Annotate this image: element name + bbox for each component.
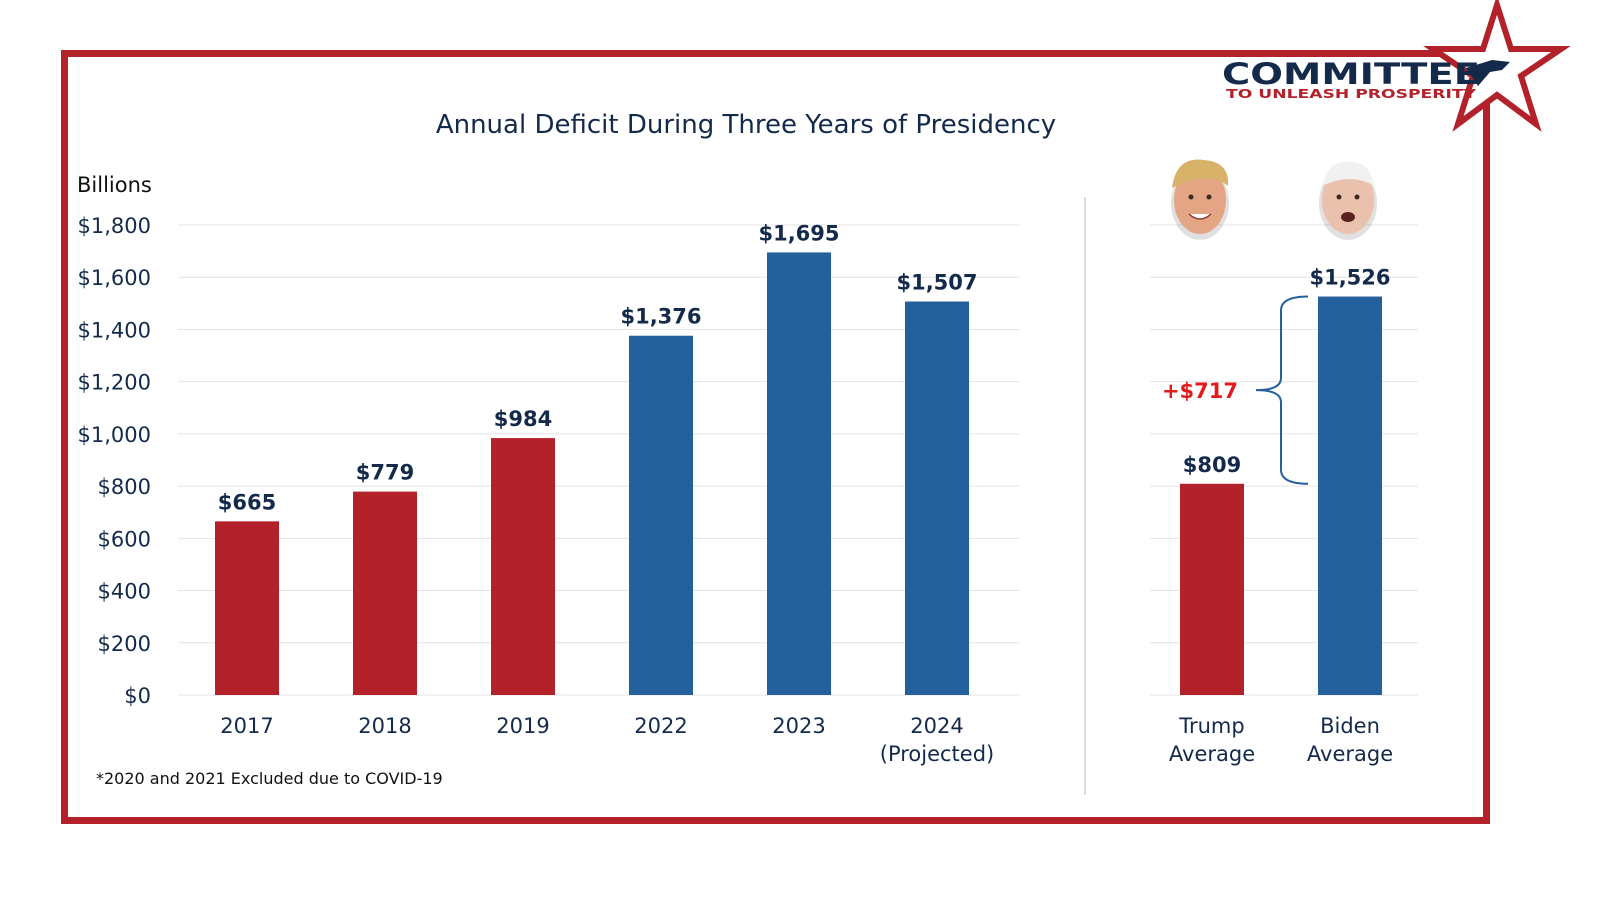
y-tick-label: $1,400 xyxy=(78,318,151,342)
logo-title: COMMITTEE xyxy=(1222,57,1480,91)
chart-title: Annual Deficit During Three Years of Pre… xyxy=(436,110,1056,140)
x-tick-label: 2024 xyxy=(910,714,963,738)
y-tick-label: $600 xyxy=(98,527,151,551)
y-tick-label: $800 xyxy=(98,475,151,499)
x-tick-label: 2023 xyxy=(772,714,825,738)
y-tick-label: $1,200 xyxy=(78,371,151,395)
y-tick-label: $1,000 xyxy=(78,423,151,447)
y-tick-label: $1,600 xyxy=(78,266,151,290)
category-labels: 2017 2018 2019 2022 2023 2024 (Projected) Trump… xyxy=(220,714,1393,766)
portrait-hair xyxy=(1322,161,1374,186)
eagle-head-icon xyxy=(1466,60,1510,86)
trump-portrait-icon xyxy=(1171,159,1229,240)
portrait-hair xyxy=(1172,159,1229,188)
bar xyxy=(1318,296,1382,695)
difference-label: +$717 xyxy=(1162,379,1238,403)
portrait-mouth xyxy=(1341,212,1355,222)
y-tick-label: $1,800 xyxy=(78,214,151,238)
bar xyxy=(629,335,693,695)
data-label: $1,695 xyxy=(758,221,839,245)
x-tick-label: Biden xyxy=(1320,714,1380,738)
portrait-eye xyxy=(1188,194,1194,200)
portrait-eye xyxy=(1354,194,1360,200)
logo: COMMITTEE TO UNLEASH PROSPERITY xyxy=(1222,0,1571,132)
y-axis: $0 $200 $400 $600 $800 $1,000 $1,200 $1,400 $1,6… xyxy=(78,214,151,708)
portrait-eye xyxy=(1336,194,1342,200)
portrait-mouth xyxy=(1188,213,1212,220)
footnote: *2020 and 2021 Excluded due to COVID-19 xyxy=(96,769,443,788)
bar xyxy=(1180,483,1244,695)
bar xyxy=(767,252,831,695)
y-tick-label: $400 xyxy=(98,580,151,604)
difference-annotation: +$717 xyxy=(1162,295,1309,485)
x-tick-label: 2022 xyxy=(634,714,687,738)
y-tick-label: $0 xyxy=(124,684,151,708)
bar xyxy=(905,301,969,695)
bar xyxy=(491,438,555,695)
portrait-eye xyxy=(1206,194,1212,200)
portrait-face xyxy=(1322,166,1374,234)
data-label: $665 xyxy=(218,490,276,514)
data-label: $984 xyxy=(494,407,552,431)
data-label: $809 xyxy=(1183,453,1241,477)
x-tick-label: (Projected) xyxy=(880,742,995,766)
data-labels: $665 $779 $984 $1,376 $1,695 $1,507 $809 $1,526 xyxy=(218,221,1391,514)
brace-icon xyxy=(1255,295,1309,485)
bar xyxy=(353,491,417,695)
data-label: $779 xyxy=(356,461,414,485)
data-label: $1,507 xyxy=(896,271,977,295)
biden-portrait-icon xyxy=(1319,161,1377,240)
x-tick-label: 2017 xyxy=(220,714,273,738)
x-tick-label: Average xyxy=(1169,742,1255,766)
x-tick-label: Trump xyxy=(1178,714,1244,738)
x-tick-label: 2018 xyxy=(358,714,411,738)
data-label: $1,526 xyxy=(1309,266,1390,290)
portrait-face xyxy=(1174,166,1226,234)
x-tick-label: Average xyxy=(1307,742,1393,766)
bar xyxy=(215,521,279,695)
x-tick-label: 2019 xyxy=(496,714,549,738)
data-label: $1,376 xyxy=(620,305,701,329)
portraits xyxy=(1171,159,1377,240)
bars xyxy=(215,252,1382,695)
y-axis-label: Billions xyxy=(77,173,152,197)
y-tick-label: $200 xyxy=(98,632,151,656)
logo-subtitle: TO UNLEASH PROSPERITY xyxy=(1226,86,1477,101)
